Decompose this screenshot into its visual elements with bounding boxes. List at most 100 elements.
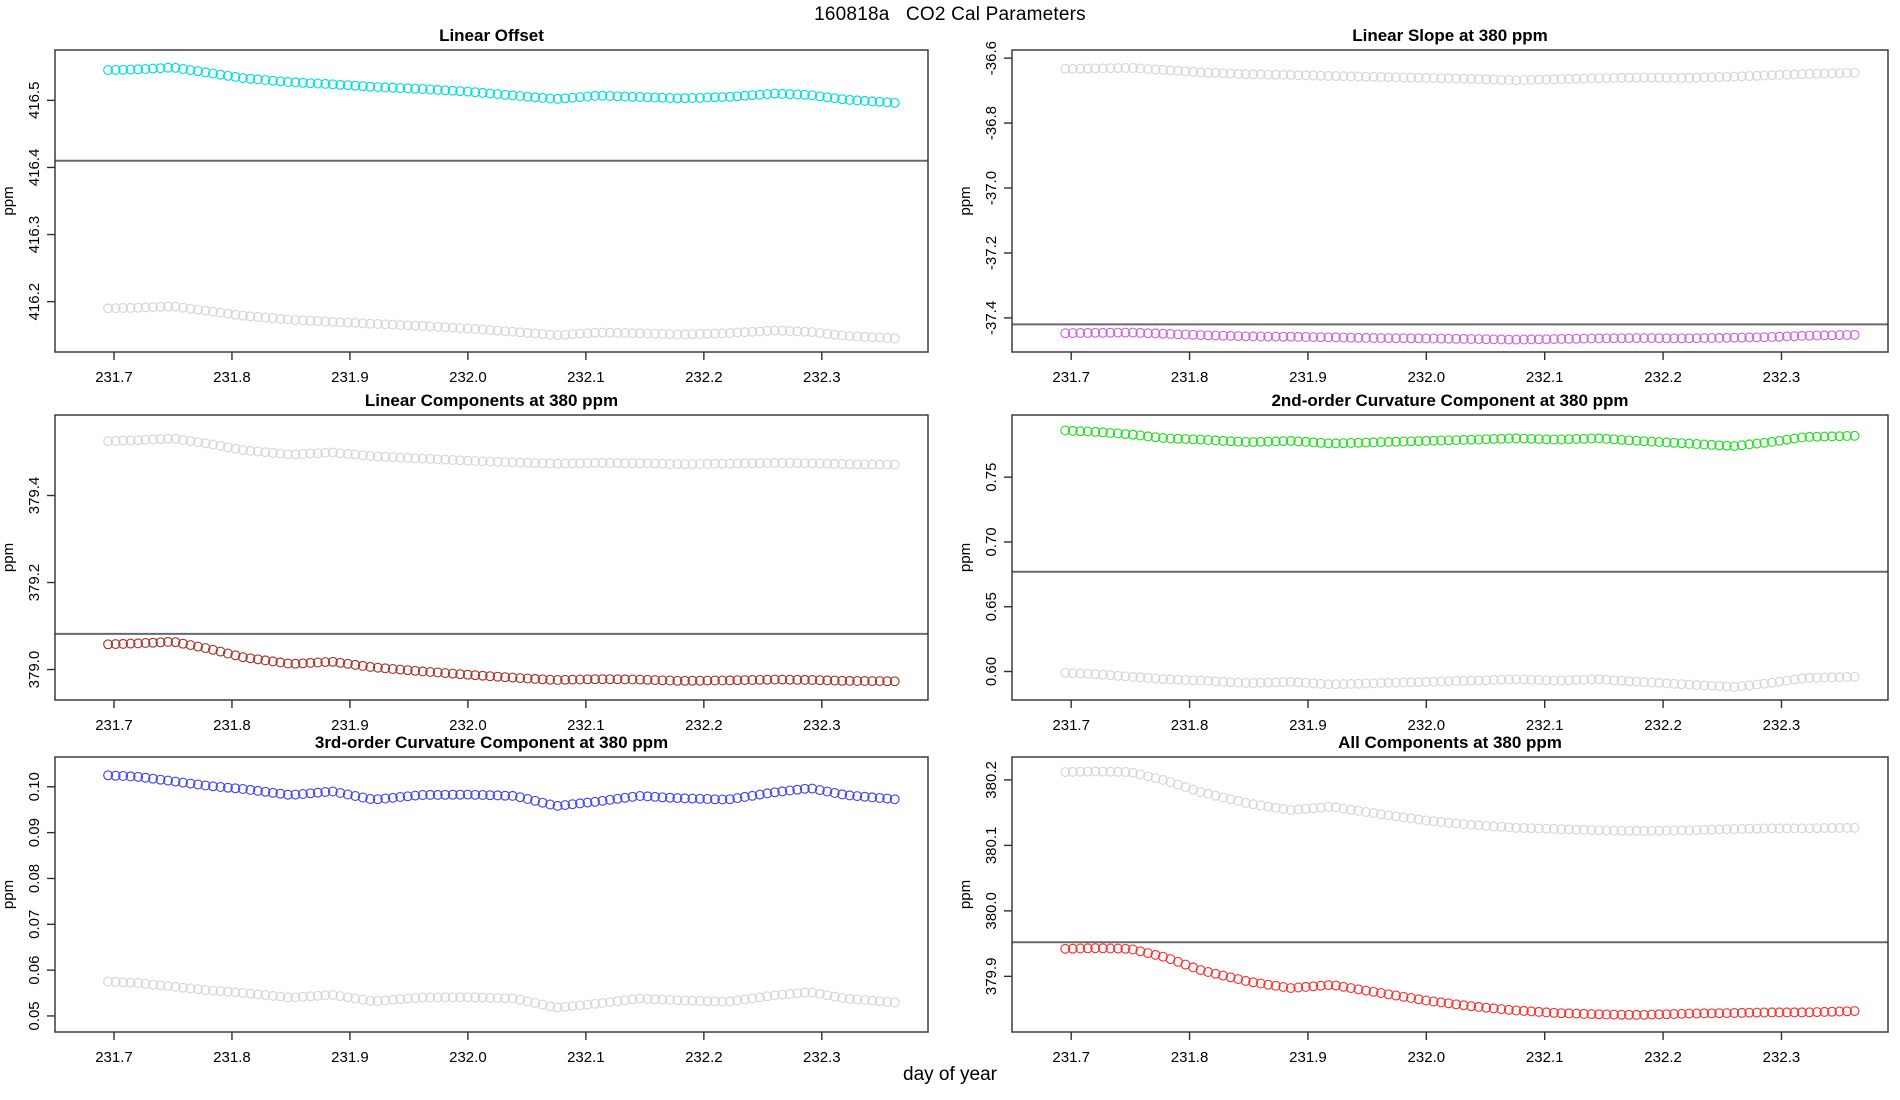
- y-tick-label: 0.05: [26, 1001, 43, 1030]
- x-tick-label: 232.3: [1763, 369, 1801, 386]
- y-tick-label: 0.65: [983, 592, 1000, 621]
- x-tick-label: 232.2: [685, 1049, 723, 1066]
- x-tick-label: 232.1: [1526, 369, 1564, 386]
- y-tick-label: -36.6: [983, 41, 1000, 75]
- series-brown: [103, 636, 900, 687]
- x-tick-label: 231.7: [95, 369, 133, 386]
- y-tick-label: 416.3: [26, 216, 43, 254]
- plot-box: [54, 756, 929, 1033]
- y-tick-label: 0.75: [983, 463, 1000, 492]
- x-tick-label: 232.0: [1408, 717, 1446, 734]
- plot-box: [1011, 414, 1889, 701]
- x-tick-label: 232.2: [1644, 1049, 1682, 1066]
- y-tick-label: 0.10: [26, 772, 43, 801]
- x-tick-label: 231.9: [331, 1049, 369, 1066]
- y-tick-label: 416.4: [26, 149, 43, 187]
- plot-box: [1011, 756, 1889, 1033]
- x-tick-label: 232.1: [567, 369, 605, 386]
- series-gray: [1060, 63, 1860, 86]
- series-gray: [1060, 766, 1860, 836]
- plot-box: [54, 49, 929, 353]
- plot-box: [1011, 49, 1889, 353]
- x-tick-label: 232.1: [567, 717, 605, 734]
- series-blue: [103, 770, 900, 811]
- y-tick-label: 380.0: [983, 892, 1000, 930]
- x-tick-label: 231.8: [1171, 369, 1209, 386]
- panel-6: 231.7 231.8 231.9 232.0 232.1 232.2 232.3 379.9…: [957, 733, 1889, 1066]
- y-tick-label: -36.8: [983, 106, 1000, 140]
- x-tick-label: 232.1: [1526, 1049, 1564, 1066]
- panel-title: Linear Slope at 380 ppm: [1352, 26, 1548, 45]
- series-red: [1060, 943, 1860, 1020]
- panel-title: Linear Components at 380 ppm: [365, 391, 618, 410]
- y-tick-label: 0.06: [26, 956, 43, 985]
- y-tick-label: 380.2: [983, 761, 1000, 799]
- y-axis-label: ppm: [957, 543, 974, 572]
- x-tick-label: 232.3: [1763, 717, 1801, 734]
- y-tick-label: 0.60: [983, 657, 1000, 686]
- x-tick-label: 232.1: [1526, 717, 1564, 734]
- x-tick-label: 232.0: [1408, 1049, 1446, 1066]
- x-tick-label: 232.2: [1644, 717, 1682, 734]
- x-tick-label: 231.9: [331, 717, 369, 734]
- x-tick-label: 231.7: [1052, 369, 1090, 386]
- y-tick-label: 0.07: [26, 910, 43, 939]
- panel-title: Linear Offset: [439, 26, 544, 45]
- x-tick-label: 231.8: [1171, 717, 1209, 734]
- x-tick-label: 232.3: [803, 1049, 841, 1066]
- x-tick-label: 231.7: [95, 717, 133, 734]
- x-tick-label: 231.7: [1052, 1049, 1090, 1066]
- series-gray: [103, 301, 900, 344]
- panel-5: 231.7 231.8 231.9 232.0 232.1 232.2 232.3 0.05 0…: [0, 733, 929, 1066]
- y-tick-label: 379.9: [983, 958, 1000, 996]
- y-tick-label: 380.1: [983, 827, 1000, 865]
- panel-2: 231.7 231.8 231.9 232.0 232.1 232.2 232.3 -37.4…: [957, 26, 1889, 386]
- y-tick-label: -37.0: [983, 171, 1000, 205]
- x-tick-label: 232.2: [1644, 369, 1682, 386]
- x-tick-label: 232.3: [803, 717, 841, 734]
- y-tick-label: 379.0: [26, 651, 43, 689]
- panel-4: 231.7 231.8 231.9 232.0 232.1 232.2 232.3 0.60 0…: [957, 391, 1889, 734]
- x-tick-label: 232.0: [449, 717, 487, 734]
- series-green: [1060, 425, 1860, 452]
- series-gray: [103, 976, 900, 1013]
- plot-box: [54, 414, 929, 701]
- x-tick-label: 232.3: [803, 369, 841, 386]
- y-axis-label: ppm: [957, 880, 974, 909]
- panel-title: 2nd-order Curvature Component at 380 ppm: [1271, 391, 1628, 410]
- figure-title: 160818a CO2 Cal Parameters: [814, 4, 1086, 25]
- panel-3: 231.7 231.8 231.9 232.0 232.1 232.2 232.3 379.0…: [0, 391, 929, 734]
- y-tick-label: 379.2: [26, 564, 43, 602]
- panel-title: 3rd-order Curvature Component at 380 ppm: [315, 733, 668, 752]
- x-tick-label: 232.2: [685, 369, 723, 386]
- x-tick-label: 231.9: [331, 369, 369, 386]
- series-gray: [1060, 667, 1860, 692]
- y-axis-label: ppm: [0, 880, 17, 909]
- y-tick-label: 0.08: [26, 864, 43, 893]
- x-tick-label: 232.0: [449, 1049, 487, 1066]
- y-tick-label: 416.5: [26, 82, 43, 120]
- x-tick-label: 231.7: [1052, 717, 1090, 734]
- x-tick-label: 232.0: [449, 369, 487, 386]
- y-tick-label: -37.2: [983, 236, 1000, 270]
- y-axis-label: ppm: [957, 186, 974, 215]
- y-tick-label: 0.70: [983, 527, 1000, 556]
- y-tick-label: 416.2: [26, 283, 43, 321]
- x-tick-label: 231.8: [213, 369, 251, 386]
- x-tick-label: 232.3: [1763, 1049, 1801, 1066]
- x-tick-label: 231.8: [1171, 1049, 1209, 1066]
- y-axis-label: ppm: [0, 186, 17, 215]
- x-tick-label: 231.8: [213, 1049, 251, 1066]
- x-tick-label: 231.7: [95, 1049, 133, 1066]
- series-violet: [1060, 327, 1860, 345]
- y-axis-label: ppm: [0, 543, 17, 572]
- y-tick-label: 0.09: [26, 818, 43, 847]
- x-tick-label: 231.9: [1289, 717, 1327, 734]
- series-cyan: [103, 62, 900, 108]
- series-gray: [103, 433, 900, 470]
- x-axis-label: day of year: [903, 1064, 997, 1085]
- y-tick-label: -37.4: [983, 301, 1000, 335]
